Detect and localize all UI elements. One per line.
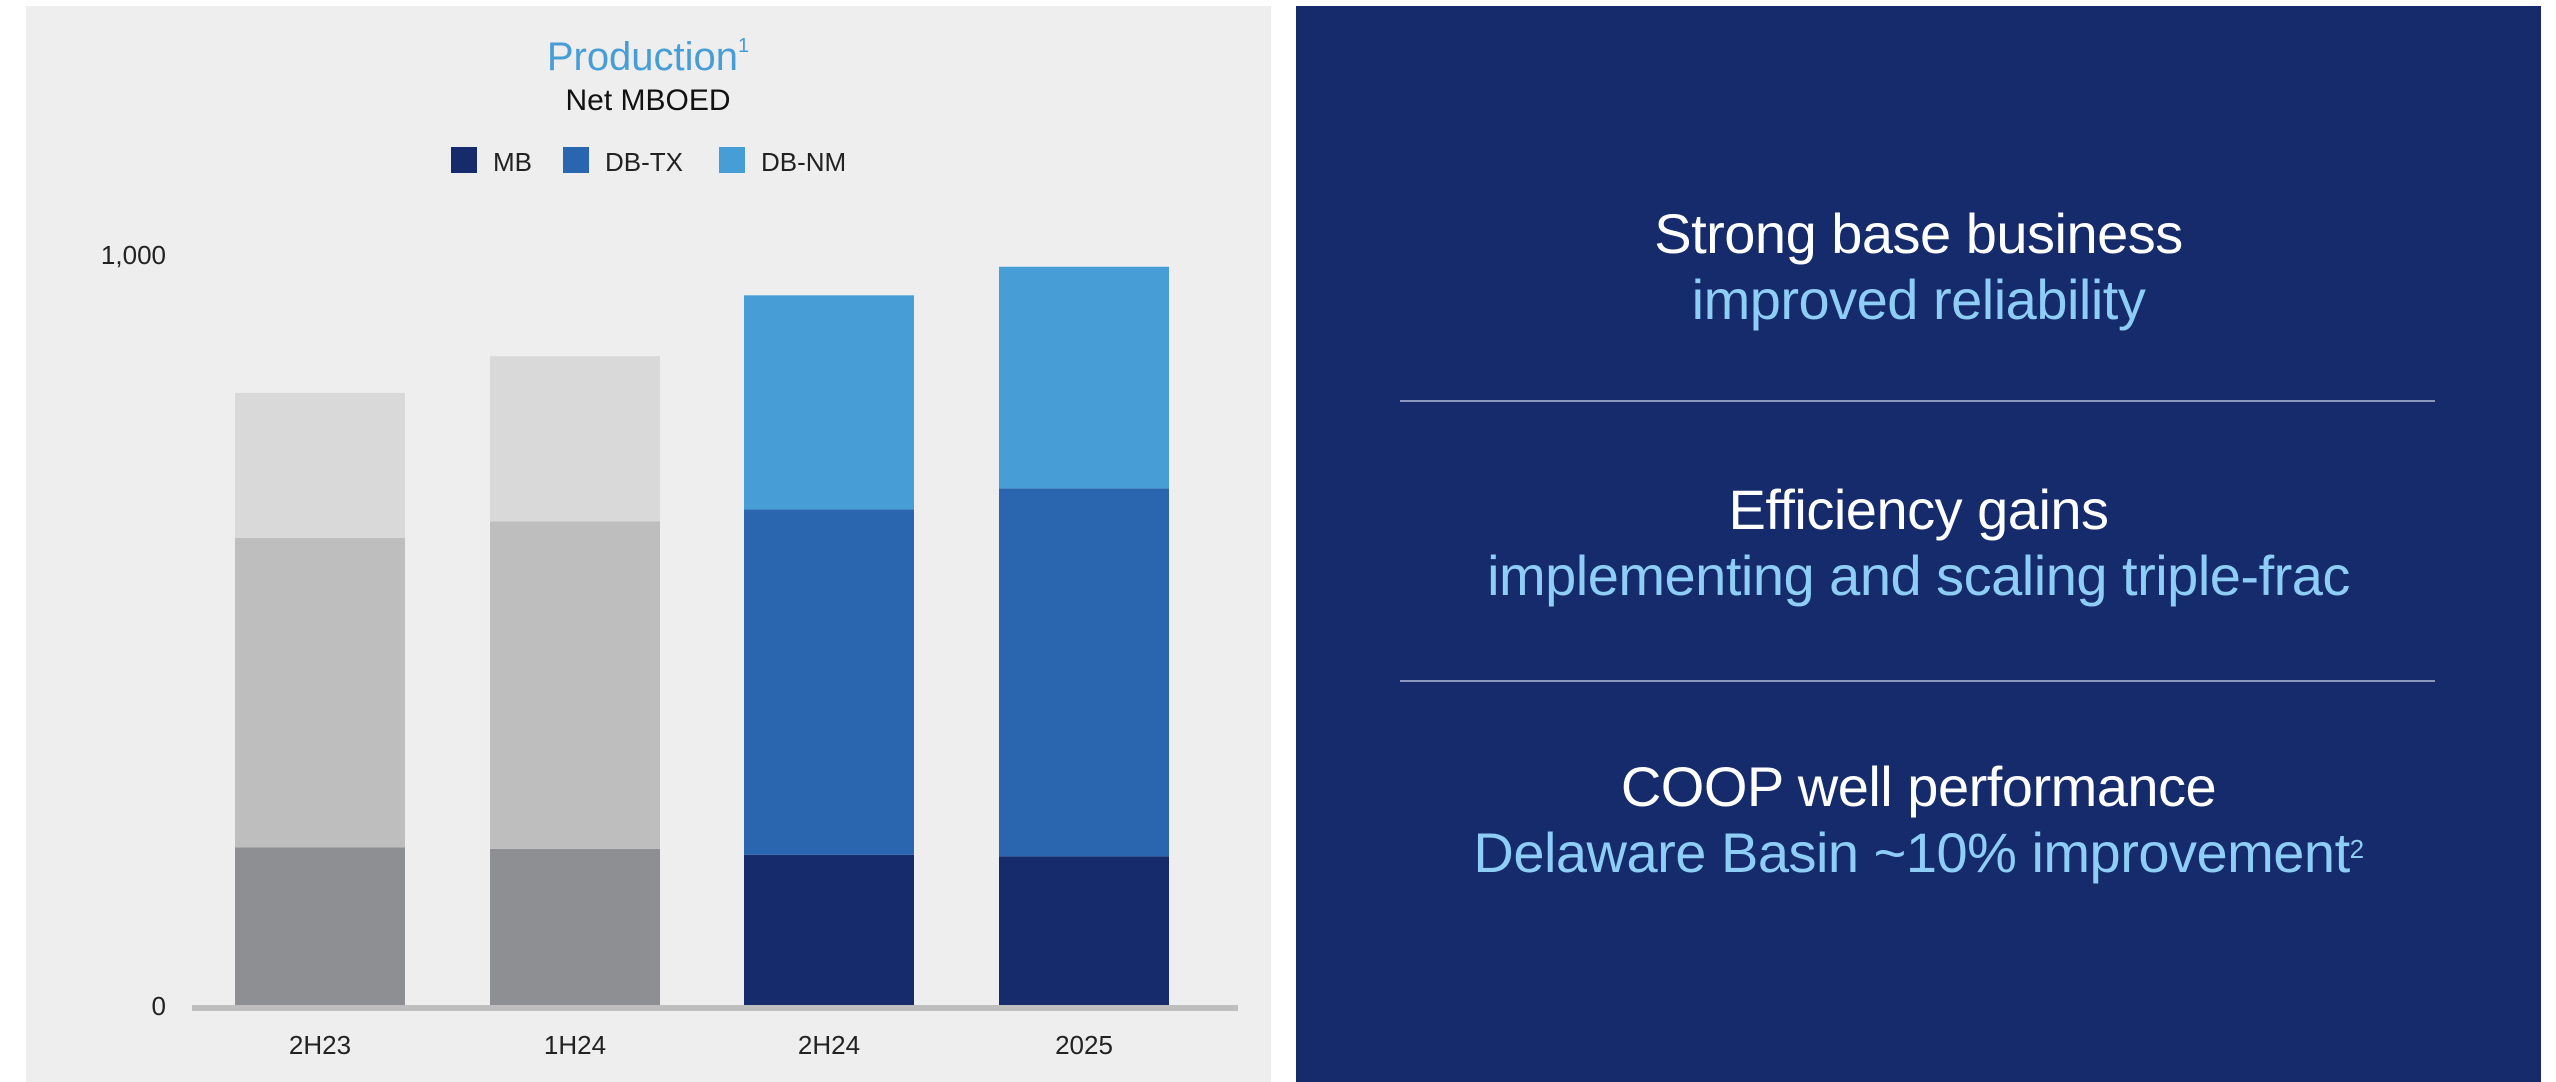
bar-db-tx-1h24 xyxy=(490,521,660,849)
bar-db-nm-2025 xyxy=(999,266,1169,489)
legend-swatch-db-nm xyxy=(719,147,745,173)
bar-mb-2025 xyxy=(999,856,1169,1005)
bar-db-tx-2h24 xyxy=(744,509,914,855)
highlight-heading: Strong base business xyxy=(1654,202,2183,265)
chart-title: Production1 xyxy=(547,35,749,79)
x-tick-label: 2H24 xyxy=(798,1030,860,1060)
highlight-heading: Efficiency gains xyxy=(1728,478,2109,541)
highlight-efficiency: Efficiency gains implementing and scalin… xyxy=(1296,477,2541,609)
bar-mb-2h24 xyxy=(744,854,914,1005)
highlight-reliability: Strong base business improved reliabilit… xyxy=(1296,201,2541,333)
x-tick-label: 2H23 xyxy=(289,1030,351,1060)
bar-db-nm-2h24 xyxy=(744,295,914,510)
highlights-panel: Strong base business improved reliabilit… xyxy=(1296,6,2541,1082)
x-tick-label: 2025 xyxy=(1055,1030,1113,1060)
highlight-detail: Delaware Basin ~10% improvement2 xyxy=(1296,820,2541,886)
highlight-heading: COOP well performance xyxy=(1620,755,2217,818)
highlight-well-performance: COOP well performance Delaware Basin ~10… xyxy=(1296,754,2541,886)
bar-mb-2h23 xyxy=(235,847,405,1005)
bar-db-tx-2025 xyxy=(999,488,1169,857)
chart-subtitle: Net MBOED xyxy=(565,84,730,117)
chart-panel: Production1 Net MBOED MB DB-TX DB-NM 1,000 0 2H… xyxy=(26,6,1271,1082)
bar-mb-1h24 xyxy=(490,848,660,1005)
legend-swatch-mb xyxy=(451,147,477,173)
divider xyxy=(1400,400,2435,402)
y-tick-label: 1,000 xyxy=(101,240,166,270)
x-axis-baseline xyxy=(192,1005,1238,1011)
highlight-detail: improved reliability xyxy=(1691,268,2146,331)
production-chart: Production1 Net MBOED MB DB-TX DB-NM 1,000 0 2H… xyxy=(101,35,1238,1060)
legend-label-mb: MB xyxy=(493,147,532,177)
bar-db-tx-2h23 xyxy=(235,537,405,848)
bar-db-nm-1h24 xyxy=(490,356,660,522)
footnote-marker: 2 xyxy=(2349,834,2364,864)
y-tick-label: 0 xyxy=(152,991,166,1021)
legend-label-db-tx: DB-TX xyxy=(605,147,683,177)
highlight-detail-text: Delaware Basin ~10% improvement xyxy=(1473,821,2350,884)
x-tick-label: 1H24 xyxy=(544,1030,606,1060)
bar-db-nm-2h23 xyxy=(235,392,405,538)
legend-label-db-nm: DB-NM xyxy=(761,147,846,177)
highlight-detail: implementing and scaling triple-frac xyxy=(1487,544,2350,607)
legend-swatch-db-tx xyxy=(563,147,589,173)
divider xyxy=(1400,680,2435,682)
